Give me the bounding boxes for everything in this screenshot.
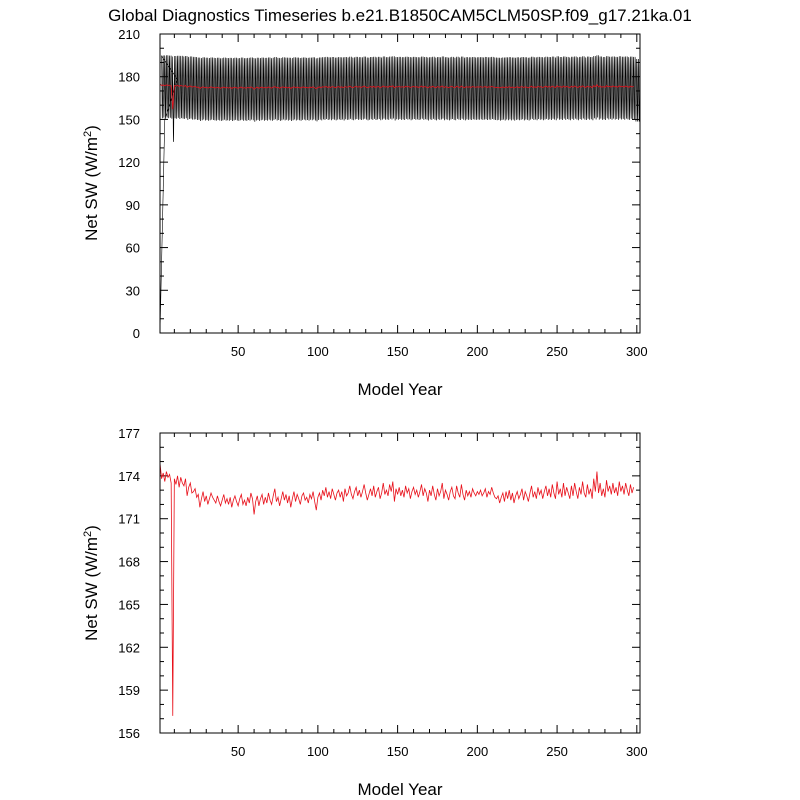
top-x-tick-label: 250 [546, 344, 568, 359]
bottom-plot-frame [159, 432, 641, 734]
top-y-tick-label: 210 [118, 27, 140, 42]
top-x-tick-label: 150 [387, 344, 409, 359]
top-x-tick-label: 200 [466, 344, 488, 359]
bottom-x-tick-label: 50 [231, 744, 245, 759]
top-x-tick-label: 100 [307, 344, 329, 359]
bottom-y-tick-label: 171 [118, 512, 140, 527]
bottom-y-tick-label: 174 [118, 469, 140, 484]
bottom-y-tick-label: 159 [118, 683, 140, 698]
bottom-y-axis-label-main: Net SW (W/m [82, 537, 101, 641]
bottom-y-axis-label-close: ) [82, 525, 101, 531]
bottom-x-tick-label: 150 [387, 744, 409, 759]
top-x-axis-label: Model Year [357, 380, 442, 399]
bottom-y-tick-label: 162 [118, 640, 140, 655]
bottom-y-tick-label: 165 [118, 597, 140, 612]
bottom-y-tick-label: 177 [118, 426, 140, 441]
bottom-x-axis-label: Model Year [357, 780, 442, 799]
bottom-y-tick-label: 168 [118, 555, 140, 570]
top-series-monthly-line [159, 55, 641, 334]
bottom-x-tick-label: 250 [546, 744, 568, 759]
top-plot-frame [159, 33, 641, 334]
bottom-y-tick-label: 156 [118, 726, 140, 741]
figure-title: Global Diagnostics Timeseries b.e21.B185… [108, 6, 692, 25]
top-y-tick-label: 30 [126, 283, 140, 298]
bottom-series-annual-mean-line [159, 462, 635, 716]
bottom-x-tick-label: 300 [626, 744, 648, 759]
top-y-tick-label: 90 [126, 198, 140, 213]
top-y-tick-label: 60 [126, 241, 140, 256]
top-y-axis-label: Net SW (W/m2) [82, 125, 101, 241]
top-y-tick-label: 150 [118, 112, 140, 127]
top-y-tick-label: 120 [118, 155, 140, 170]
bottom-x-tick-label: 200 [466, 744, 488, 759]
top-x-tick-label: 50 [231, 344, 245, 359]
bottom-y-axis-label-sup: 2 [82, 531, 94, 537]
bottom-x-tick-label: 100 [307, 744, 329, 759]
top-y-axis-label-close: ) [82, 125, 101, 131]
top-series-annual-mean-line [159, 83, 634, 110]
top-x-tick-label: 300 [626, 344, 648, 359]
top-y-axis-label-sup: 2 [82, 131, 94, 137]
top-y-tick-label: 0 [133, 326, 140, 341]
bottom-y-axis-label: Net SW (W/m2) [82, 525, 101, 641]
top-y-axis-label-main: Net SW (W/m [82, 137, 101, 241]
top-panel: 50 100 150 200 250 300 0 30 60 90 120 150 180 210 Mod… [82, 27, 648, 399]
bottom-panel: 50 100 150 200 250 300 156 159 162 165 168 171 174 17… [82, 426, 648, 799]
top-y-tick-label: 180 [118, 70, 140, 85]
